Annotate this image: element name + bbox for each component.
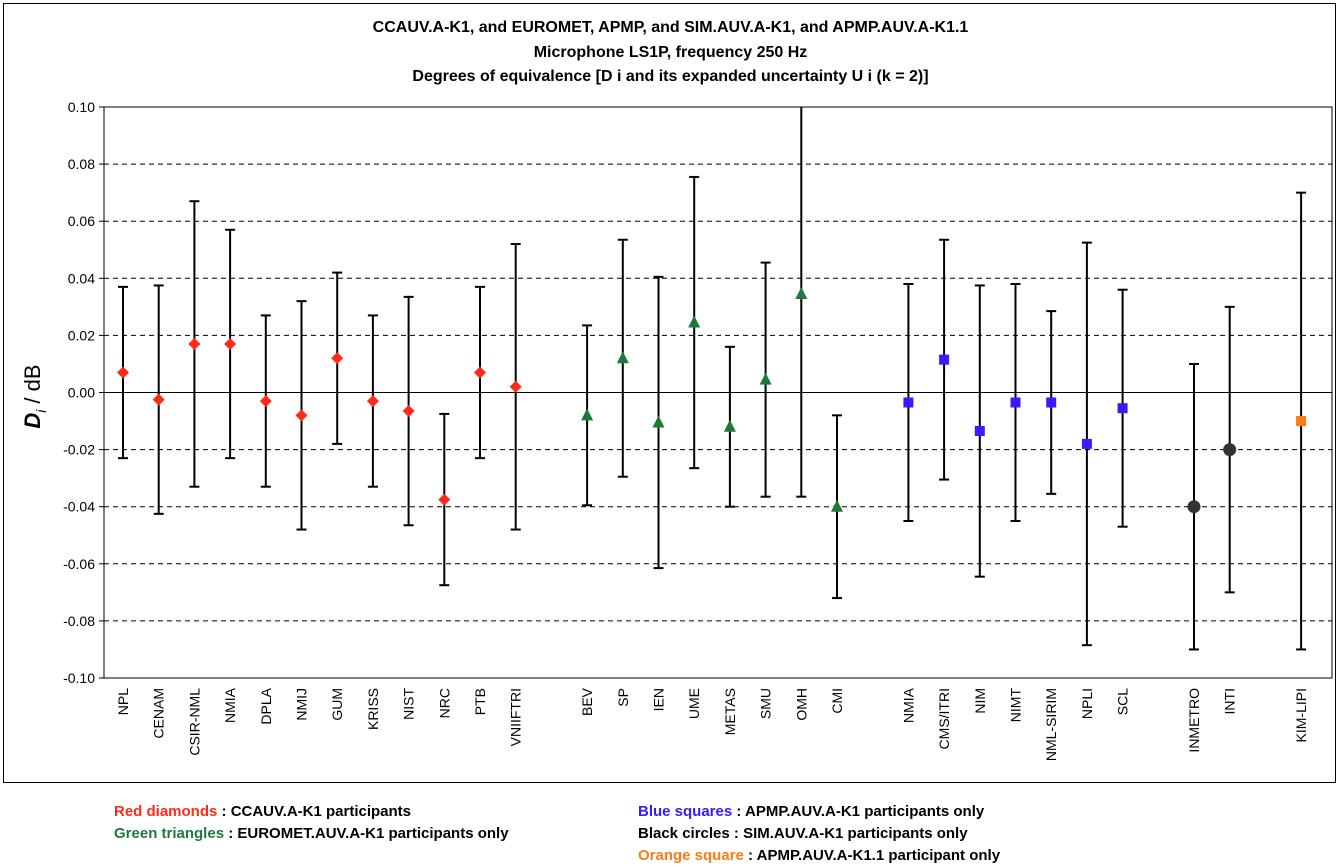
y-tick-label: -0.04: [63, 499, 95, 515]
x-tick-label: CENAM: [151, 688, 167, 739]
x-tick-label: METAS: [722, 688, 738, 735]
marker-VNIIFTRI: [509, 380, 522, 393]
marker-CSIR-NML: [188, 337, 201, 350]
y-tick-label: -0.10: [63, 670, 95, 686]
legend-text-orange: : APMP.AUV.A-K1.1 participant only: [743, 847, 1001, 864]
x-tick-label: SCL: [1115, 688, 1131, 715]
x-tick-label: NIM: [972, 688, 988, 714]
x-tick-label: OMH: [793, 688, 809, 721]
x-tick-label: NIMT: [1008, 688, 1024, 723]
legend-key-blue-squares: Blue squares: [638, 803, 733, 820]
marker-CMI: [831, 499, 843, 512]
marker-INTI: [1223, 443, 1237, 457]
x-tick-label: CSIR-NML: [186, 688, 202, 756]
marker-METAS: [723, 419, 736, 432]
marker-CENAM: [152, 393, 165, 406]
marker-CMS/ITRI: [939, 354, 950, 365]
x-tick-label: KIM-LIPI: [1293, 688, 1309, 742]
legend-key-orange-square: Orange square: [638, 847, 744, 864]
x-tick-label: NIST: [401, 688, 417, 720]
x-tick-label: KRISS: [365, 688, 381, 730]
legend-item-black: Black circles : SIM.AUV.A-K1 participant…: [638, 825, 968, 842]
marker-NMIA: [224, 337, 237, 350]
x-tick-label: IEN: [651, 688, 667, 711]
y-tick-label: -0.06: [63, 556, 95, 572]
x-tick-label: BEV: [579, 687, 595, 716]
legend-item-blue: Blue squares : APMP.AUV.A-K1 participant…: [638, 803, 984, 820]
y-tick-label: 0.04: [68, 270, 95, 286]
x-tick-label: NMIJ: [294, 688, 310, 721]
x-tick-label: INTI: [1222, 688, 1238, 714]
legend-key-green-triangles: Green triangles: [114, 825, 225, 842]
marker-SMU: [759, 372, 772, 385]
y-tick-label: 0.10: [68, 99, 95, 115]
x-tick-label: NMIA: [900, 687, 916, 723]
marker-INMETRO: [1187, 500, 1201, 514]
y-tick-label: 0.08: [68, 156, 95, 172]
x-tick-label: UME: [686, 688, 702, 719]
marker-SP: [616, 351, 629, 364]
legend-key-black-circles: Black circles: [638, 825, 730, 842]
x-tick-label: CMI: [829, 688, 845, 714]
x-tick-label: DPLA: [258, 687, 274, 724]
y-axis-label: Di/ dB: [20, 364, 49, 428]
y-tick-label: -0.08: [63, 613, 95, 629]
x-tick-label: NPL: [115, 688, 131, 715]
marker-UME: [688, 315, 701, 328]
legend-item-green: Green triangles : EUROMET.AUV.A-K1 parti…: [114, 825, 509, 842]
marker-NPL: [117, 366, 129, 379]
chart-title-line-1: CCAUV.A-K1, and EUROMET, APMP, and SIM.A…: [372, 19, 969, 36]
x-tick-label: PTB: [472, 688, 488, 715]
y-tick-label: 0.02: [68, 327, 95, 343]
x-tick-label: NML-SIRIM: [1043, 688, 1059, 761]
chart-title-line-3: Degrees of equivalence [D i and its expa…: [412, 68, 929, 85]
x-tick-label: VNIIFTRI: [508, 688, 524, 746]
marker-GUM: [331, 352, 344, 365]
legend-text-black: : SIM.AUV.A-K1 participants only: [729, 825, 968, 842]
legend-item-red: Red diamonds : CCAUV.A-K1 participants: [114, 803, 411, 820]
marker-KIM-LIPI: [1296, 416, 1307, 427]
x-tick-label: NMIA: [222, 687, 238, 723]
marker-KRISS: [366, 395, 379, 408]
x-tick-label: GUM: [329, 688, 345, 721]
degrees-of-equivalence-chart: 0.10 0.08 0.06 0.04 0.02 0.00 -0.02 -0.04 -0.06 -…: [20, 99, 1333, 761]
legend-key-red-diamonds: Red diamonds: [114, 803, 218, 820]
legend-text-green: : EUROMET.AUV.A-K1 participants only: [224, 825, 509, 842]
marker-NIM: [974, 426, 985, 437]
marker-NIMT: [1010, 397, 1021, 408]
x-tick-label: INMETRO: [1186, 688, 1202, 753]
marker-BEV: [581, 408, 594, 421]
y-tick-label: 0.00: [68, 385, 95, 401]
x-tick-label: NRC: [436, 688, 452, 718]
marker-PTB: [474, 366, 486, 379]
marker-OMH: [795, 287, 808, 300]
marker-NPLI: [1081, 438, 1092, 449]
marker-NIST: [402, 405, 415, 418]
marker-NML-SIRIM: [1046, 397, 1057, 408]
marker-DPLA: [259, 395, 272, 408]
y-tick-label: 0.06: [68, 213, 95, 229]
marker-SCL: [1117, 403, 1128, 414]
chart-title-line-2: Microphone LS1P, frequency 250 Hz: [533, 44, 808, 61]
marker-NRC: [438, 493, 451, 506]
x-tick-label: SP: [615, 688, 631, 707]
x-tick-label: SMU: [758, 688, 774, 719]
marker-IEN: [652, 415, 665, 428]
legend-text-red: : CCAUV.A-K1 participants: [217, 803, 412, 820]
marker-NMIJ: [295, 409, 308, 422]
x-tick-label: CMS/ITRI: [936, 688, 952, 749]
y-tick-label: -0.02: [63, 442, 95, 458]
legend-item-orange: Orange square : APMP.AUV.A-K1.1 particip…: [638, 847, 1000, 864]
x-tick-label: NPLI: [1079, 688, 1095, 719]
marker-NMIA: [903, 397, 914, 408]
legend-text-blue: : APMP.AUV.A-K1 participants only: [732, 803, 985, 820]
